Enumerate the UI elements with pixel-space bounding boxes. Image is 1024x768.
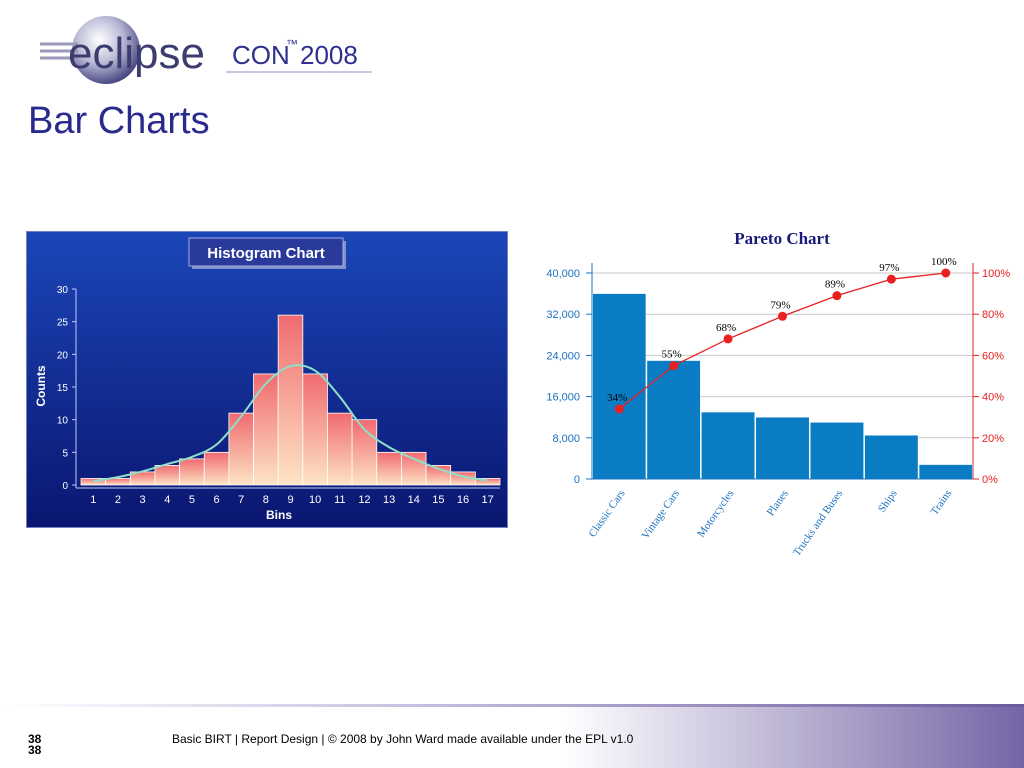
pareto-x-tick-label: Trucks and Buses bbox=[791, 488, 845, 558]
pareto-cumulative-label: 79% bbox=[770, 299, 790, 311]
pareto-cumulative-point bbox=[614, 404, 624, 414]
histogram-x-axis-label: Bins bbox=[266, 508, 292, 522]
histogram-y-tick-label: 20 bbox=[57, 350, 69, 361]
pareto-y2-tick-label: 0% bbox=[982, 474, 998, 486]
pareto-cumulative-label: 34% bbox=[607, 392, 627, 404]
pareto-chart: Pareto Chart 0 8,000 16,000 24,000 32,000 40,… bbox=[546, 229, 1010, 558]
histogram-x-tick-label: 17 bbox=[482, 494, 494, 506]
pareto-x-tick-label: Vintage Cars bbox=[640, 488, 683, 542]
footer-text: Basic BIRT | Report Design | © 2008 by J… bbox=[172, 732, 634, 746]
histogram-x-tick-label: 12 bbox=[358, 494, 370, 506]
histogram-y-tick-label: 25 bbox=[57, 318, 69, 329]
histogram-x-tick-label: 7 bbox=[238, 494, 244, 506]
pareto-x-tick-label: Planes bbox=[765, 488, 791, 518]
pareto-x-tick-label: Ships bbox=[876, 488, 900, 515]
histogram-bar bbox=[376, 451, 402, 486]
pareto-y-tick-label: 32,000 bbox=[546, 309, 580, 321]
pareto-bar bbox=[646, 360, 701, 480]
histogram-x-tick-label: 2 bbox=[115, 494, 121, 506]
footer-band bbox=[0, 704, 1024, 768]
histogram-bar bbox=[203, 451, 230, 486]
histogram-y-tick-label: 0 bbox=[62, 481, 68, 492]
pareto-y2-tick-label: 80% bbox=[982, 309, 1004, 321]
page-number: 38 38 bbox=[28, 732, 42, 757]
histogram-x-tick-label: 16 bbox=[457, 494, 469, 506]
histogram-bar bbox=[154, 464, 180, 486]
histogram-x-tick-label: 4 bbox=[164, 494, 170, 506]
pareto-cumulative-label: 68% bbox=[716, 322, 736, 334]
pareto-y2-tick-label: 20% bbox=[982, 433, 1004, 445]
histogram-x-tick-label: 9 bbox=[287, 494, 293, 506]
histogram-bar bbox=[253, 373, 279, 486]
pareto-cumulative-point bbox=[941, 268, 951, 278]
histogram-x-tick-label: 11 bbox=[334, 494, 345, 506]
logo-text-con: CON bbox=[232, 40, 290, 70]
logo-text-year: 2008 bbox=[300, 40, 358, 70]
histogram-bar bbox=[179, 458, 205, 486]
histogram-bar bbox=[228, 412, 254, 486]
histogram-bar bbox=[302, 373, 328, 486]
pareto-y-tick-label: 8,000 bbox=[552, 433, 580, 445]
pareto-y-tick-label: 16,000 bbox=[546, 392, 580, 404]
histogram-x-tick-label: 15 bbox=[432, 494, 444, 506]
pareto-cumulative-point bbox=[669, 361, 679, 371]
pareto-cumulative-label: 89% bbox=[825, 279, 845, 291]
pareto-bar bbox=[755, 416, 810, 480]
pareto-bar bbox=[918, 464, 973, 480]
histogram-x-tick-label: 6 bbox=[213, 494, 219, 506]
pareto-cumulative-point bbox=[723, 334, 733, 344]
pareto-cumulative-label: 55% bbox=[662, 349, 682, 361]
pareto-x-tick-label: Motorcycles bbox=[695, 488, 736, 540]
histogram-x-tick-label: 14 bbox=[408, 494, 420, 506]
histogram-bar bbox=[277, 314, 304, 486]
histogram-bar bbox=[474, 478, 501, 486]
pareto-bar bbox=[701, 411, 756, 480]
pareto-cumulative-label: 100% bbox=[931, 256, 957, 268]
pareto-cumulative-point bbox=[832, 291, 842, 301]
pareto-y-tick-label: 0 bbox=[574, 474, 580, 486]
pareto-y2-tick-label: 60% bbox=[982, 350, 1004, 362]
histogram-y-tick-label: 30 bbox=[57, 285, 69, 296]
pareto-y-tick-label: 24,000 bbox=[546, 350, 580, 362]
pareto-cumulative-label: 97% bbox=[879, 262, 899, 274]
pareto-x-tick-label: Trains bbox=[929, 488, 955, 518]
pareto-y-tick-label: 40,000 bbox=[546, 268, 580, 280]
histogram-x-tick-label: 5 bbox=[189, 494, 195, 506]
histogram-title-box bbox=[188, 237, 344, 267]
logo-text-tm: ™ bbox=[286, 37, 298, 51]
pareto-bar bbox=[864, 434, 919, 480]
pareto-x-tick-label: Classic Cars bbox=[586, 488, 627, 540]
pareto-cumulative-point bbox=[778, 311, 787, 321]
histogram-y-tick-label: 10 bbox=[57, 416, 69, 427]
pareto-bar bbox=[809, 422, 864, 480]
pareto-title: Pareto Chart bbox=[734, 229, 830, 248]
slide-title: Bar Charts bbox=[28, 100, 210, 142]
histogram-y-tick-label: 15 bbox=[57, 383, 69, 394]
histogram-bar bbox=[401, 451, 427, 486]
logo-sphere bbox=[72, 16, 140, 84]
logo-text-eclipse: eclipse bbox=[68, 29, 205, 78]
pareto-bar bbox=[592, 293, 647, 480]
pareto-cumulative-point bbox=[886, 274, 896, 284]
histogram-curve bbox=[93, 364, 488, 483]
histogram-y-tick-label: 5 bbox=[62, 448, 68, 459]
pareto-y2-tick-label: 100% bbox=[982, 268, 1010, 280]
histogram-x-tick-label: 10 bbox=[309, 494, 321, 506]
histogram-x-tick-label: 13 bbox=[383, 494, 395, 506]
pareto-y2-tick-label: 40% bbox=[982, 392, 1004, 404]
eclipsecon-logo: eclipse CON ™ 2008 bbox=[40, 16, 372, 84]
histogram-bar bbox=[327, 412, 353, 486]
histogram-x-tick-label: 1 bbox=[90, 494, 96, 506]
histogram-y-axis-label: Counts bbox=[34, 365, 48, 407]
histogram-title: Histogram Chart bbox=[207, 245, 325, 262]
histogram-x-tick-label: 3 bbox=[140, 494, 146, 506]
histogram-x-tick-label: 8 bbox=[263, 494, 269, 506]
